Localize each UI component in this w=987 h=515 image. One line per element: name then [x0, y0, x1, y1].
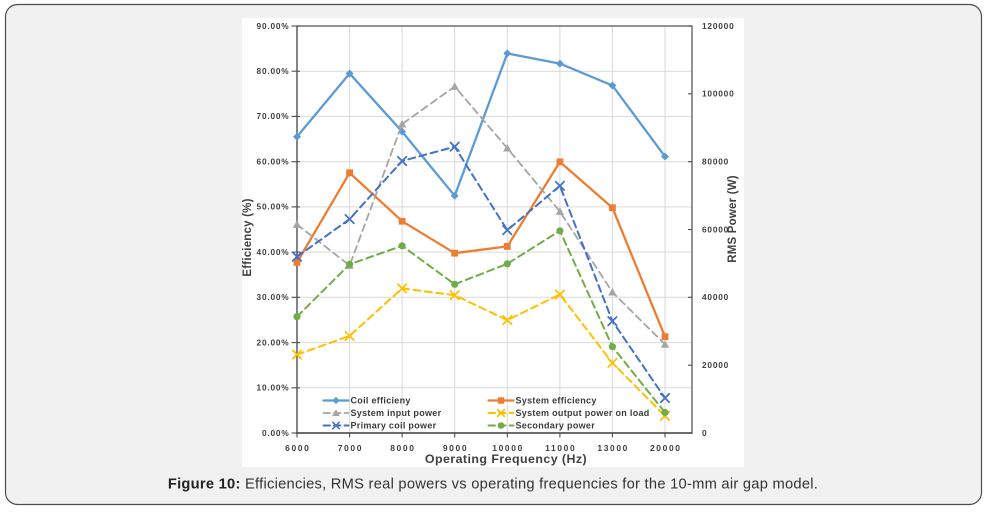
svg-text:100000: 100000 [702, 89, 735, 99]
svg-text:120000: 120000 [702, 21, 735, 31]
svg-text:20000: 20000 [702, 360, 729, 370]
svg-text:40.00%: 40.00% [257, 247, 290, 257]
svg-text:Secondary power: Secondary power [516, 421, 596, 431]
svg-text:Efficiency (%): Efficiency (%) [242, 198, 254, 276]
svg-text:Coil efficieny: Coil efficieny [351, 396, 411, 406]
svg-text:30.00%: 30.00% [257, 292, 290, 302]
svg-text:10.00%: 10.00% [257, 383, 290, 393]
svg-text:60000: 60000 [702, 224, 729, 234]
svg-text:80000: 80000 [702, 157, 729, 167]
svg-text:System input power: System input power [351, 408, 442, 418]
svg-text:Figure 10: Efficiencies, RMS r: Figure 10: Efficiencies, RMS real powers… [168, 476, 818, 492]
svg-text:10000: 10000 [492, 443, 524, 453]
svg-text:40000: 40000 [702, 292, 729, 302]
svg-text:70.00%: 70.00% [257, 111, 290, 121]
svg-text:11000: 11000 [545, 443, 576, 453]
svg-text:System output power on load: System output power on load [516, 408, 650, 418]
svg-text:9000: 9000 [443, 443, 468, 453]
svg-text:0: 0 [702, 428, 707, 438]
svg-text:0.00%: 0.00% [262, 428, 290, 438]
svg-text:20.00%: 20.00% [257, 337, 290, 347]
svg-text:Operating Frequency (Hz): Operating Frequency (Hz) [425, 452, 587, 466]
svg-text:RMS Power (W): RMS Power (W) [727, 175, 739, 263]
svg-text:7000: 7000 [338, 443, 363, 453]
svg-text:80.00%: 80.00% [257, 66, 290, 76]
svg-text:8000: 8000 [390, 443, 415, 453]
svg-text:60.00%: 60.00% [257, 157, 290, 167]
svg-text:50.00%: 50.00% [257, 202, 290, 212]
svg-text:6000: 6000 [285, 443, 310, 453]
svg-text:System efficiency: System efficiency [516, 396, 597, 406]
svg-text:13000: 13000 [597, 443, 629, 453]
svg-text:20000: 20000 [650, 443, 682, 453]
svg-text:90.00%: 90.00% [257, 21, 290, 31]
svg-text:Primary coil power: Primary coil power [351, 421, 437, 431]
